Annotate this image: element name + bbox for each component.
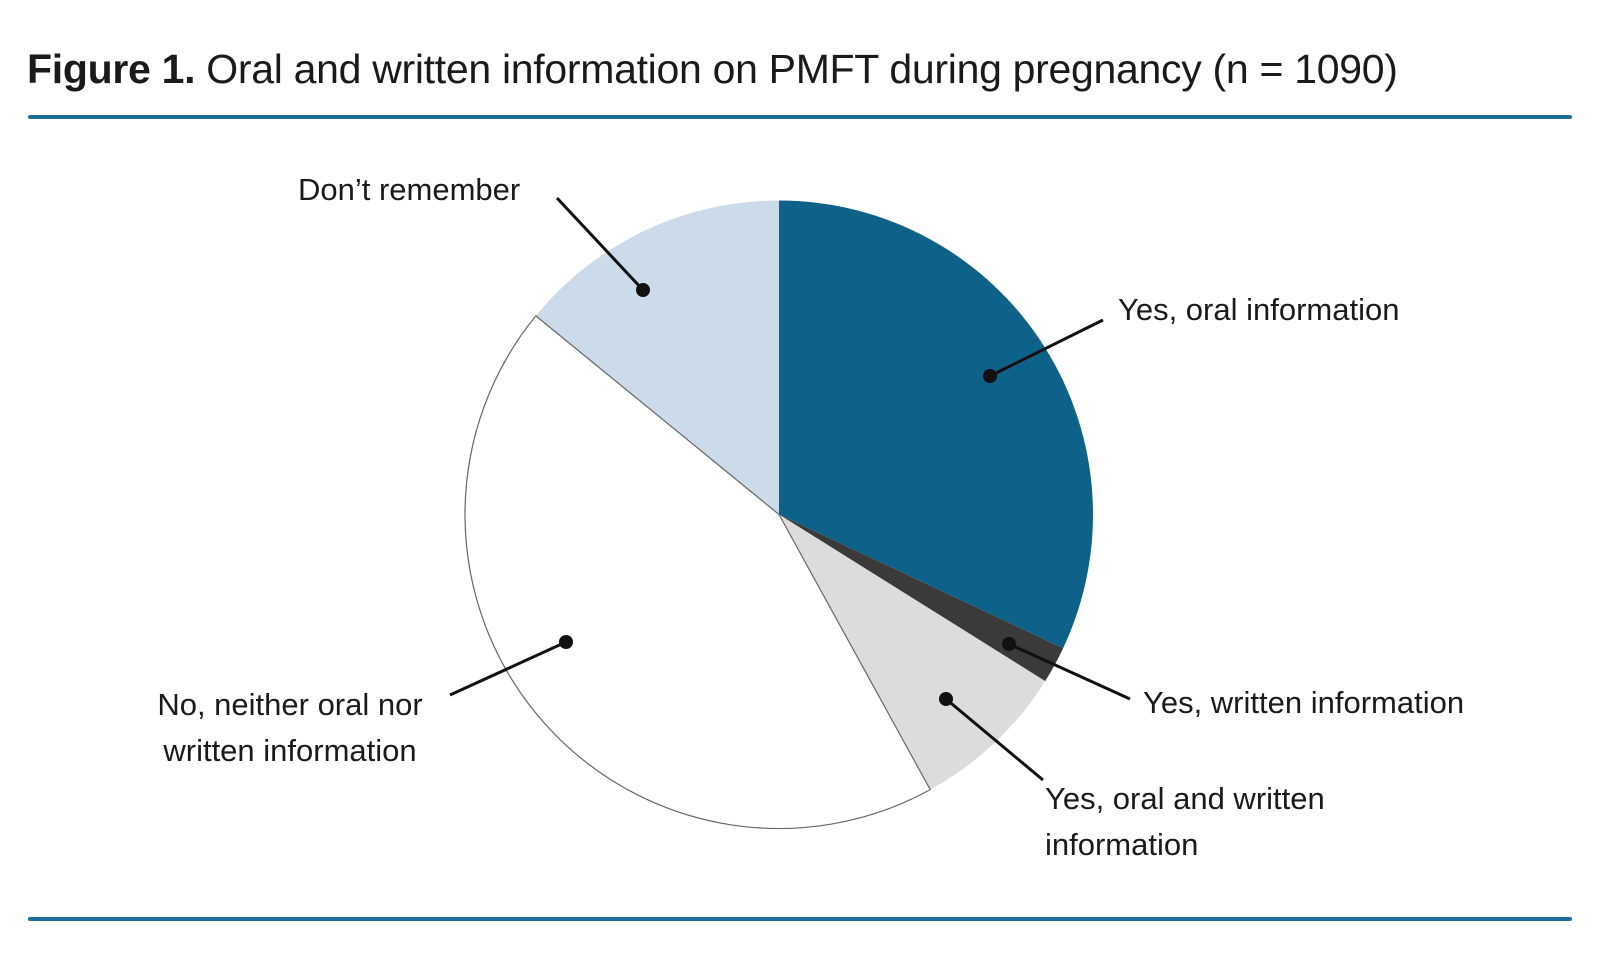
- slice-no-neither: [464, 315, 932, 830]
- top-rule: [28, 115, 1572, 119]
- slice-yes-oral-and-written: [779, 514, 1046, 790]
- bottom-rule: [28, 917, 1572, 921]
- figure-number-label: Figure 1.: [27, 46, 196, 92]
- label-dont-remember: Don’t remember: [298, 172, 521, 207]
- callout-dot-dont-remember: [636, 283, 650, 297]
- slice-dont-remember: [535, 200, 779, 515]
- label-no-neither-oral-nor-written: No, neither oral nor written information: [40, 682, 540, 774]
- label-line: No, neither oral nor: [157, 687, 423, 722]
- slice-yes-oral: [779, 200, 1093, 649]
- leader-line-no-neither: [449, 640, 567, 697]
- leader-line-yes-written: [1008, 642, 1131, 701]
- figure-title: Figure 1. Oral and written information o…: [27, 44, 1398, 94]
- label-line: written information: [163, 733, 417, 768]
- label-yes-oral-information: Yes, oral information: [1118, 292, 1400, 327]
- figure-title-text: Oral and written information on PMFT dur…: [195, 46, 1398, 92]
- leader-line-yes-oral: [989, 318, 1104, 378]
- label-yes-oral-and-written-information: Yes, oral and written information: [1045, 776, 1325, 868]
- callout-dot-no-neither: [559, 635, 573, 649]
- label-line: information: [1045, 827, 1199, 862]
- slice-yes-written: [779, 514, 1064, 682]
- label-line: Yes, oral and written: [1045, 781, 1325, 816]
- callout-dot-yes-oral-and-written: [939, 692, 953, 706]
- leader-line-dont-remember: [555, 196, 645, 292]
- leader-line-yes-oral-and-written: [945, 697, 1044, 782]
- callout-dot-yes-written: [1002, 637, 1016, 651]
- callout-dot-yes-oral: [983, 369, 997, 383]
- label-yes-written-information: Yes, written information: [1143, 685, 1465, 720]
